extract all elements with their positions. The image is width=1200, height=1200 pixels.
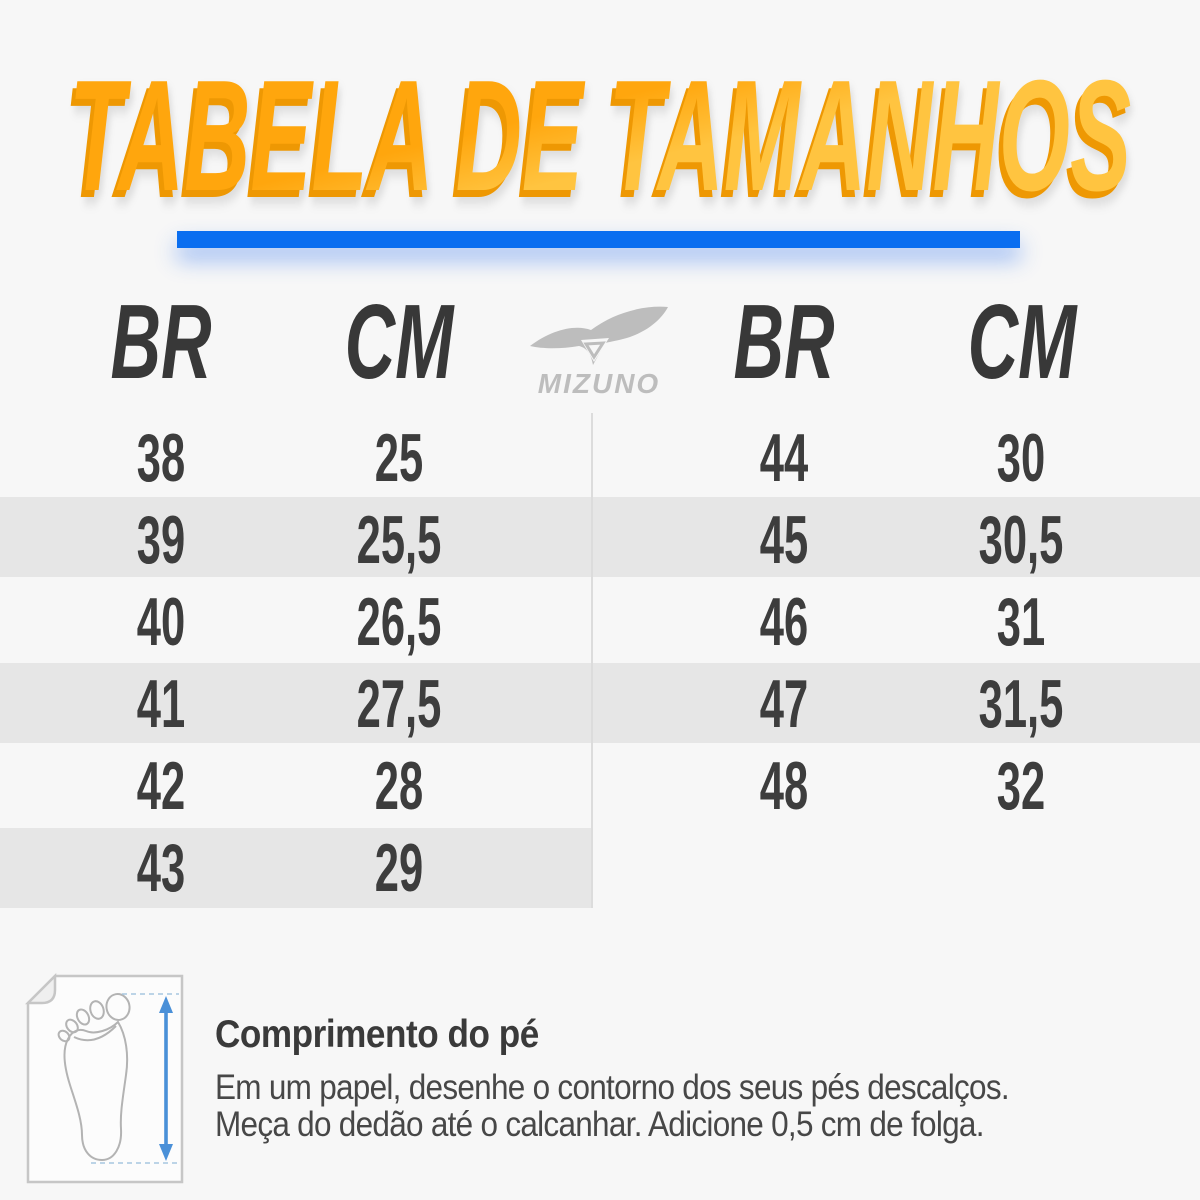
- row-stripe: [0, 663, 1200, 743]
- cm-size-cell: 30: [996, 420, 1046, 496]
- row-stripe: [0, 497, 1200, 577]
- instructions-block: Comprimento do pé Em um papel, desenhe o…: [215, 1013, 1097, 1144]
- mizuno-runbird-triangle: [583, 341, 606, 360]
- instructions-line2: Meça do dedão até o calcanhar. Adicione …: [215, 1105, 984, 1144]
- title-underline-rule: [177, 231, 1020, 248]
- measure-arrow-icon: [159, 996, 173, 1161]
- paper-sheet-icon: [26, 974, 184, 1184]
- br-size-cell: 47: [759, 666, 809, 742]
- page-title-text: TABELA DE TAMANHOS: [68, 48, 1132, 224]
- br-size-cell: 40: [136, 584, 186, 660]
- header-cm-right: CM: [967, 283, 1077, 401]
- br-size-cell: 39: [136, 502, 186, 578]
- br-size-cell: 43: [136, 830, 186, 906]
- cm-size-cell: 31,5: [978, 666, 1064, 742]
- instructions-line1: Em um papel, desenhe o contorno dos seus…: [215, 1068, 1010, 1107]
- mizuno-logo-icon: MIZUNO: [530, 306, 668, 399]
- br-size-cell: 41: [136, 666, 186, 742]
- paper-fold-icon: [25, 973, 57, 1005]
- mizuno-wordmark: MIZUNO: [538, 368, 660, 399]
- cm-size-cell: 27,5: [356, 666, 442, 742]
- cm-size-cell: 30,5: [978, 502, 1064, 578]
- br-size-cell: 38: [136, 420, 186, 496]
- br-size-cell: 45: [759, 502, 809, 578]
- cm-size-cell: 31: [996, 584, 1046, 660]
- table-divider: [591, 413, 593, 908]
- cm-size-cell: 26,5: [356, 584, 442, 660]
- foot-measure-icon: [25, 973, 184, 1184]
- cm-size-cell: 28: [374, 748, 424, 824]
- page-title: TABELA DE TAMANHOS: [64, 57, 1131, 222]
- br-size-cell: 48: [759, 748, 809, 824]
- mizuno-runbird-icon: [530, 306, 668, 365]
- row-stripe: [0, 828, 592, 908]
- cm-size-cell: 25,5: [356, 502, 442, 578]
- header-cm-left: CM: [344, 283, 454, 401]
- br-size-cell: 44: [759, 420, 809, 496]
- br-size-cell: 46: [759, 584, 809, 660]
- br-size-cell: 42: [136, 748, 186, 824]
- instructions-heading: Comprimento do pé: [215, 1013, 539, 1056]
- cm-size-cell: 32: [996, 748, 1046, 824]
- measure-dashes-icon: [91, 993, 179, 1164]
- foot-outline-icon: [57, 993, 131, 1162]
- cm-size-cell: 29: [374, 830, 424, 906]
- header-br-right: BR: [733, 283, 835, 401]
- header-br-left: BR: [110, 283, 212, 401]
- cm-size-cell: 25: [374, 420, 424, 496]
